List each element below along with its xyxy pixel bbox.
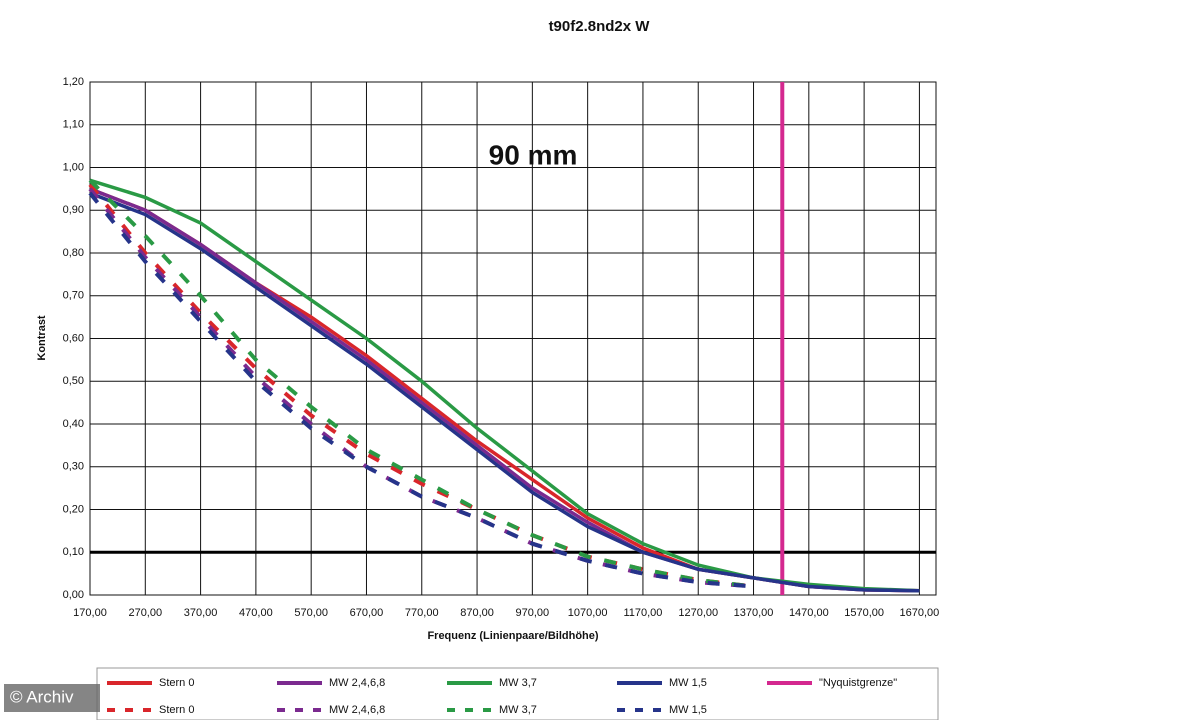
x-axis-label: Frequenz (Linienpaare/Bildhöhe) (427, 630, 598, 642)
x-tick-label: 370,00 (184, 607, 218, 619)
watermark: © Archiv (10, 687, 74, 706)
legend-label: MW 3,7 (499, 704, 537, 716)
legend-label: Stern 0 (159, 704, 194, 716)
x-tick-label: 870,00 (460, 607, 494, 619)
x-tick-label: 270,00 (128, 607, 162, 619)
x-tick-label: 1170,00 (623, 607, 662, 619)
x-tick-label: 770,00 (405, 607, 439, 619)
y-tick-label: 1,20 (63, 76, 84, 88)
legend-box (96, 667, 939, 720)
legend-label: MW 2,4,6,8 (329, 677, 385, 689)
y-tick-label: 0,70 (63, 290, 84, 302)
series-line (89, 187, 920, 593)
x-tick-label: 1370,00 (734, 607, 774, 619)
series-line (89, 178, 920, 593)
x-tick-label: 170,00 (73, 607, 107, 619)
x-tick-label: 670,00 (350, 607, 384, 619)
x-tick-label: 1470,00 (789, 607, 829, 619)
x-tick-label: 1270,00 (678, 607, 718, 619)
y-axis-label: Kontrast (36, 315, 48, 361)
y-tick-label: 0,90 (63, 204, 84, 216)
y-tick-label: 0,50 (63, 375, 84, 387)
y-tick-label: 0,20 (63, 503, 84, 515)
y-tick-label: 1,00 (63, 161, 84, 173)
x-tick-label: 470,00 (239, 607, 273, 619)
y-tick-label: 0,40 (63, 418, 84, 430)
chart-title: t90f2.8nd2x W (549, 18, 651, 35)
x-tick-label: 1570,00 (844, 607, 884, 619)
y-tick-label: 0,60 (63, 332, 84, 344)
x-tick-label: 570,00 (294, 607, 328, 619)
watermark-bg (4, 684, 100, 712)
x-tick-label: 970,00 (516, 607, 550, 619)
legend-label: MW 1,5 (669, 704, 707, 716)
legend-label: MW 1,5 (669, 677, 707, 689)
y-tick-label: 0,80 (63, 247, 84, 259)
series-line (88, 191, 754, 589)
series-line (88, 178, 754, 589)
y-tick-label: 0,10 (63, 546, 84, 558)
series-line (89, 187, 920, 593)
y-tick-label: 1,10 (63, 119, 84, 131)
x-tick-label: 1070,00 (568, 607, 608, 619)
series-line (88, 183, 754, 589)
y-tick-label: 0,00 (63, 589, 84, 601)
legend-label: Stern 0 (159, 677, 194, 689)
series-line (89, 191, 920, 593)
legend-label: MW 3,7 (499, 677, 537, 689)
legend-label: "Nyquistgrenze" (819, 677, 897, 689)
plot-border (89, 81, 937, 596)
legend-label: MW 2,4,6,8 (329, 704, 385, 716)
y-tick-label: 0,30 (63, 461, 84, 473)
annotation: 90 mm (489, 139, 578, 170)
x-tick-label: 1670,00 (900, 607, 940, 619)
